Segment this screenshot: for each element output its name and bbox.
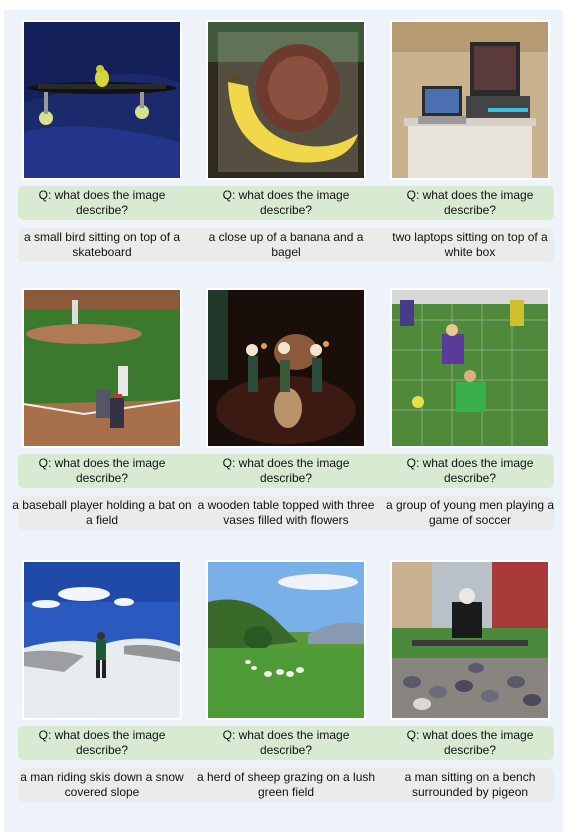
vases-table-photo bbox=[206, 288, 366, 448]
question-bar bbox=[18, 186, 554, 220]
answer-caption: a wooden table topped with three vases f… bbox=[197, 498, 375, 527]
laptops-photo bbox=[390, 20, 550, 180]
skier-photo bbox=[22, 560, 182, 720]
answer-caption: two laptops sitting on top of a white bo… bbox=[392, 230, 548, 259]
answer-caption: a small bird sitting on top of a skatebo… bbox=[23, 230, 181, 259]
answer-caption: a man sitting on a bench surrounded by p… bbox=[404, 770, 536, 799]
skateboard-bird-photo bbox=[22, 20, 182, 180]
question-bar bbox=[18, 454, 554, 488]
answer-caption: a herd of sheep grazing on a lush green … bbox=[196, 770, 376, 799]
figure-panel: Q: what does the image describe? Q: what… bbox=[4, 10, 563, 832]
answer-caption: a baseball player holding a bat on a fie… bbox=[12, 498, 192, 527]
banana-bagel-photo bbox=[206, 20, 366, 180]
sheep-field-photo bbox=[206, 560, 366, 720]
question-text: Q: what does the image describe? bbox=[38, 188, 166, 217]
answer-caption: a group of young men playing a game of s… bbox=[385, 498, 555, 527]
question-bar bbox=[18, 726, 554, 760]
question-text: Q: what does the image describe? bbox=[406, 728, 534, 757]
soccer-photo bbox=[390, 288, 550, 448]
question-text: Q: what does the image describe? bbox=[406, 456, 534, 485]
answer-bar bbox=[18, 496, 554, 530]
question-text: Q: what does the image describe? bbox=[222, 728, 350, 757]
baseball-photo bbox=[22, 288, 182, 448]
bench-pigeons-photo bbox=[390, 560, 550, 720]
answer-caption: a close up of a banana and a bagel bbox=[208, 230, 364, 259]
question-text: Q: what does the image describe? bbox=[406, 188, 534, 217]
answer-bar bbox=[18, 228, 554, 262]
question-text: Q: what does the image describe? bbox=[38, 456, 166, 485]
answer-bar bbox=[18, 768, 554, 802]
question-text: Q: what does the image describe? bbox=[38, 728, 166, 757]
answer-caption: a man riding skis down a snow covered sl… bbox=[20, 770, 184, 799]
question-text: Q: what does the image describe? bbox=[222, 188, 350, 217]
question-text: Q: what does the image describe? bbox=[222, 456, 350, 485]
